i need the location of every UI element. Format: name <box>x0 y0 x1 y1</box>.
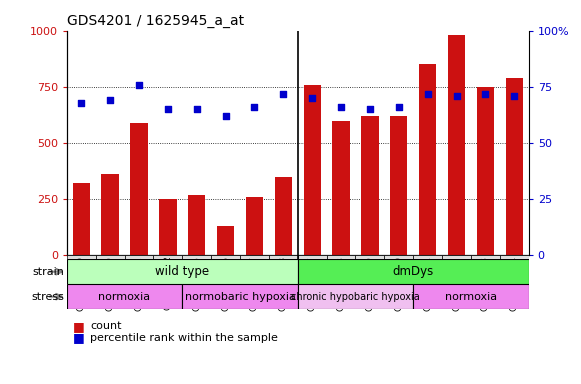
Bar <box>448 35 465 255</box>
Text: normoxia: normoxia <box>99 291 150 302</box>
Bar <box>413 284 529 309</box>
Bar <box>130 123 148 255</box>
Bar <box>102 174 119 255</box>
Bar <box>298 259 529 284</box>
Bar <box>298 284 413 309</box>
Text: GSM398831: GSM398831 <box>423 256 432 311</box>
Bar <box>356 255 385 259</box>
Bar <box>67 284 182 309</box>
Text: GSM398840: GSM398840 <box>106 256 114 311</box>
Text: percentile rank within the sample: percentile rank within the sample <box>90 333 278 343</box>
Bar <box>96 255 124 259</box>
Text: GSM398842: GSM398842 <box>163 256 173 310</box>
Bar <box>471 255 500 259</box>
Point <box>394 104 403 110</box>
Point <box>480 91 490 97</box>
Point <box>365 106 375 113</box>
Bar <box>240 255 269 259</box>
Text: ■: ■ <box>73 331 88 344</box>
Bar <box>73 184 90 255</box>
Bar <box>188 195 206 255</box>
Text: chronic hypobaric hypoxia: chronic hypobaric hypoxia <box>291 291 420 302</box>
Text: GSM398836: GSM398836 <box>221 256 230 311</box>
Bar <box>297 255 327 259</box>
Text: normoxia: normoxia <box>445 291 497 302</box>
Point <box>307 95 317 101</box>
Text: GSM398830: GSM398830 <box>394 256 403 311</box>
Text: strain: strain <box>32 266 64 277</box>
Point <box>134 81 144 88</box>
Bar <box>385 255 413 259</box>
Point <box>221 113 230 119</box>
Bar <box>67 259 298 284</box>
Point <box>106 97 115 103</box>
Text: GSM398841: GSM398841 <box>134 256 144 311</box>
Text: GDS4201 / 1625945_a_at: GDS4201 / 1625945_a_at <box>67 14 244 28</box>
Point <box>77 99 86 106</box>
Text: GSM398835: GSM398835 <box>192 256 201 311</box>
Bar <box>361 116 379 255</box>
Text: GSM398839: GSM398839 <box>77 256 86 311</box>
Bar <box>159 199 177 255</box>
Text: GSM398827: GSM398827 <box>308 256 317 311</box>
Point <box>336 104 346 110</box>
Text: GSM398833: GSM398833 <box>481 256 490 311</box>
Bar <box>419 65 436 255</box>
Bar <box>67 255 96 259</box>
Bar <box>217 226 234 255</box>
Bar <box>275 177 292 255</box>
Bar <box>505 78 523 255</box>
Text: GSM398829: GSM398829 <box>365 256 374 311</box>
Bar <box>442 255 471 259</box>
Bar <box>332 121 350 255</box>
Text: dmDys: dmDys <box>393 265 434 278</box>
Bar <box>413 255 442 259</box>
Text: wild type: wild type <box>155 265 209 278</box>
Bar <box>124 255 153 259</box>
Text: GSM398837: GSM398837 <box>250 256 259 311</box>
Text: ■: ■ <box>73 320 88 333</box>
Text: GSM398834: GSM398834 <box>510 256 519 311</box>
Point <box>510 93 519 99</box>
Point <box>279 91 288 97</box>
Bar <box>390 116 407 255</box>
Text: normobaric hypoxia: normobaric hypoxia <box>185 291 296 302</box>
Bar <box>327 255 356 259</box>
Text: stress: stress <box>31 291 64 302</box>
Bar <box>182 255 211 259</box>
Point <box>452 93 461 99</box>
Bar <box>211 255 240 259</box>
Bar <box>303 84 321 255</box>
Point <box>250 104 259 110</box>
Text: GSM398838: GSM398838 <box>279 256 288 311</box>
Point <box>163 106 173 113</box>
Bar <box>500 255 529 259</box>
Text: count: count <box>90 321 121 331</box>
Text: GSM398832: GSM398832 <box>452 256 461 311</box>
Bar <box>153 255 182 259</box>
Bar <box>182 284 297 309</box>
Bar <box>269 255 298 259</box>
Point <box>423 91 432 97</box>
Bar <box>477 87 494 255</box>
Text: GSM398828: GSM398828 <box>336 256 346 311</box>
Point <box>192 106 202 113</box>
Bar <box>246 197 263 255</box>
